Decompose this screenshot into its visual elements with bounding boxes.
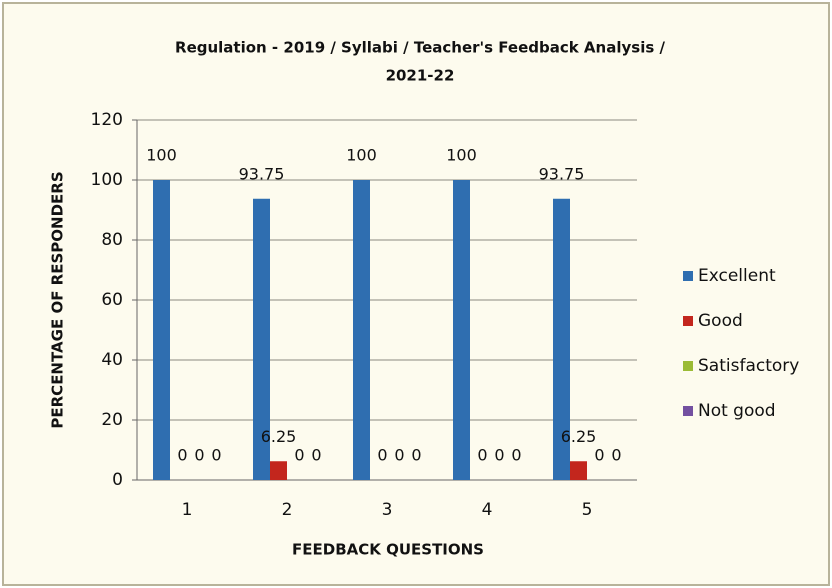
data-label: 0 <box>211 446 221 465</box>
legend-swatch <box>683 271 693 281</box>
x-tick-label: 2 <box>282 500 293 520</box>
y-tick-label: 20 <box>101 410 123 430</box>
data-label: 0 <box>511 446 521 465</box>
legend-label: Excellent <box>698 266 776 286</box>
y-tick-label: 100 <box>91 170 123 190</box>
data-label: 0 <box>494 446 504 465</box>
x-axis-label: FEEDBACK QUESTIONS <box>292 541 484 559</box>
data-label: 0 <box>594 446 604 465</box>
data-label: 6.25 <box>261 427 297 446</box>
data-label: 0 <box>311 446 321 465</box>
data-label: 0 <box>177 446 187 465</box>
x-tick-label: 4 <box>482 500 493 520</box>
data-label: 100 <box>446 146 477 165</box>
data-label: 93.75 <box>239 164 285 183</box>
data-label: 0 <box>294 446 304 465</box>
data-label: 93.75 <box>539 164 585 183</box>
y-axis-label: PERCENTAGE OF RESPONDERS <box>49 171 67 428</box>
legend-label: Good <box>698 311 743 331</box>
bar <box>353 180 370 480</box>
data-label: 0 <box>477 446 487 465</box>
data-label: 0 <box>394 446 404 465</box>
legend-swatch <box>683 316 693 326</box>
y-tick-label: 60 <box>101 290 123 310</box>
y-tick-label: 0 <box>112 470 123 490</box>
bar <box>453 180 470 480</box>
bar <box>253 198 270 480</box>
y-tick-label: 80 <box>101 230 123 250</box>
data-label: 0 <box>611 446 621 465</box>
data-label: 6.25 <box>561 427 597 446</box>
y-tick-label: 40 <box>101 350 123 370</box>
data-label: 0 <box>194 446 204 465</box>
bar <box>270 461 287 480</box>
data-label: 0 <box>377 446 387 465</box>
data-label: 100 <box>146 146 177 165</box>
x-tick-label: 5 <box>582 500 593 520</box>
data-label: 100 <box>346 146 377 165</box>
chart-title: Regulation - 2019 / Syllabi / Teacher's … <box>175 39 665 57</box>
chart-title: 2021-22 <box>386 67 455 85</box>
legend-label: Satisfactory <box>698 356 799 376</box>
data-label: 0 <box>411 446 421 465</box>
bar <box>153 180 170 480</box>
legend-swatch <box>683 406 693 416</box>
legend-swatch <box>683 361 693 371</box>
bar <box>553 198 570 480</box>
legend-label: Not good <box>698 401 776 421</box>
x-tick-label: 1 <box>182 500 193 520</box>
y-tick-label: 120 <box>91 110 123 130</box>
x-tick-label: 3 <box>382 500 393 520</box>
bar <box>570 461 587 480</box>
